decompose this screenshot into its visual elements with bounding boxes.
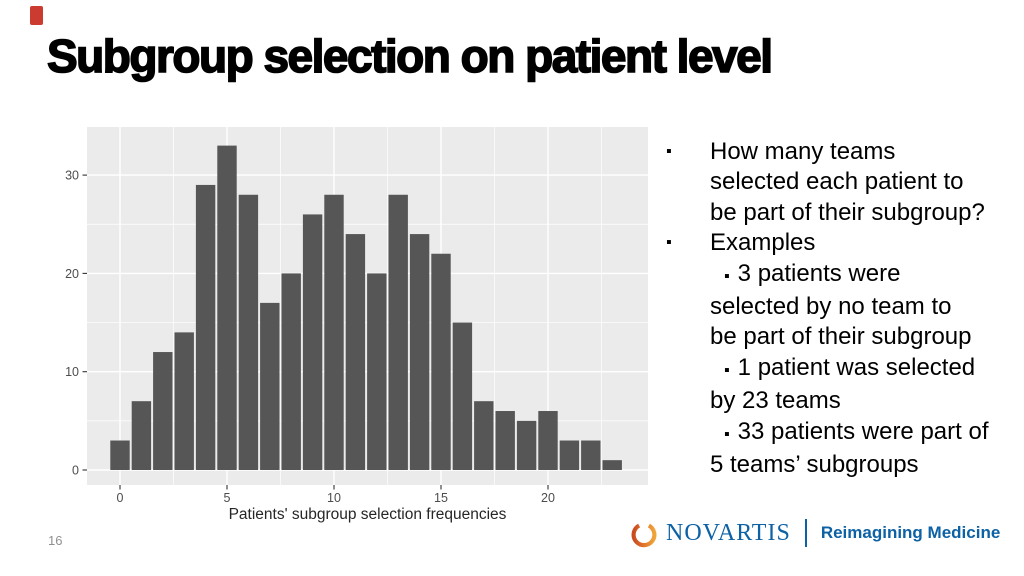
sub-bullet-item: ▪ 1 patient was selected by 23 teams (710, 353, 996, 417)
svg-text:15: 15 (434, 491, 448, 505)
svg-text:0: 0 (72, 464, 79, 478)
bullet-text: 1 patient was selected by 23 teams (710, 353, 976, 415)
sub-bullet-item: ▪ 3 patients were selected by no team to … (710, 259, 996, 353)
bullet-text: 33 patients were part of 5 teams’ subgro… (710, 417, 989, 479)
histogram-chart: 0 5 10 15 20 0 10 20 30 Patients' subgroup select… (60, 120, 660, 530)
svg-text:10: 10 (65, 365, 79, 379)
bullet-text: How many teams selected each patient to … (710, 138, 985, 226)
svg-text:5: 5 (224, 491, 231, 505)
slide-accent-bar (30, 6, 43, 25)
svg-text:10: 10 (327, 491, 341, 505)
bullet-text: 3 patients were selected by no team to b… (710, 259, 972, 351)
bullet-marker-icon: ▪ (724, 361, 730, 379)
svg-text:Patients' subgroup selection f: Patients' subgroup selection frequencies (229, 506, 507, 523)
svg-text:0: 0 (117, 491, 124, 505)
novartis-tagline: Reimagining Medicine (820, 523, 1001, 542)
svg-text:20: 20 (541, 491, 555, 505)
bullet-marker-icon: ▪ (724, 425, 730, 443)
novartis-emblem-icon (631, 519, 657, 548)
svg-text:20: 20 (65, 267, 79, 281)
sub-bullet-item: ▪ 33 patients were part of 5 teams’ subgr… (710, 417, 996, 481)
novartis-wordmark: NOVARTIS (666, 519, 791, 546)
histogram-svg: 0 5 10 15 20 0 10 20 30 Patients' subgroup select… (65, 127, 648, 523)
novartis-logo: NOVARTIS Reimagining Medicine (630, 516, 1000, 550)
bullet-item: ▪ Examples (666, 228, 996, 258)
bullet-marker-icon: ▪ (666, 234, 672, 252)
svg-text:30: 30 (65, 169, 79, 183)
slide-title: Subgroup selection on patient level (46, 29, 774, 83)
bullet-marker-icon: ▪ (724, 267, 730, 285)
page-number: 16 (48, 533, 63, 548)
bullet-list: ▪ How many teams selected each patient to… (666, 137, 996, 480)
bullet-text: Examples (710, 229, 816, 257)
bullet-item: ▪ How many teams selected each patient to… (666, 137, 996, 228)
bullet-marker-icon: ▪ (666, 143, 672, 160)
logo-divider-icon (804, 519, 807, 547)
